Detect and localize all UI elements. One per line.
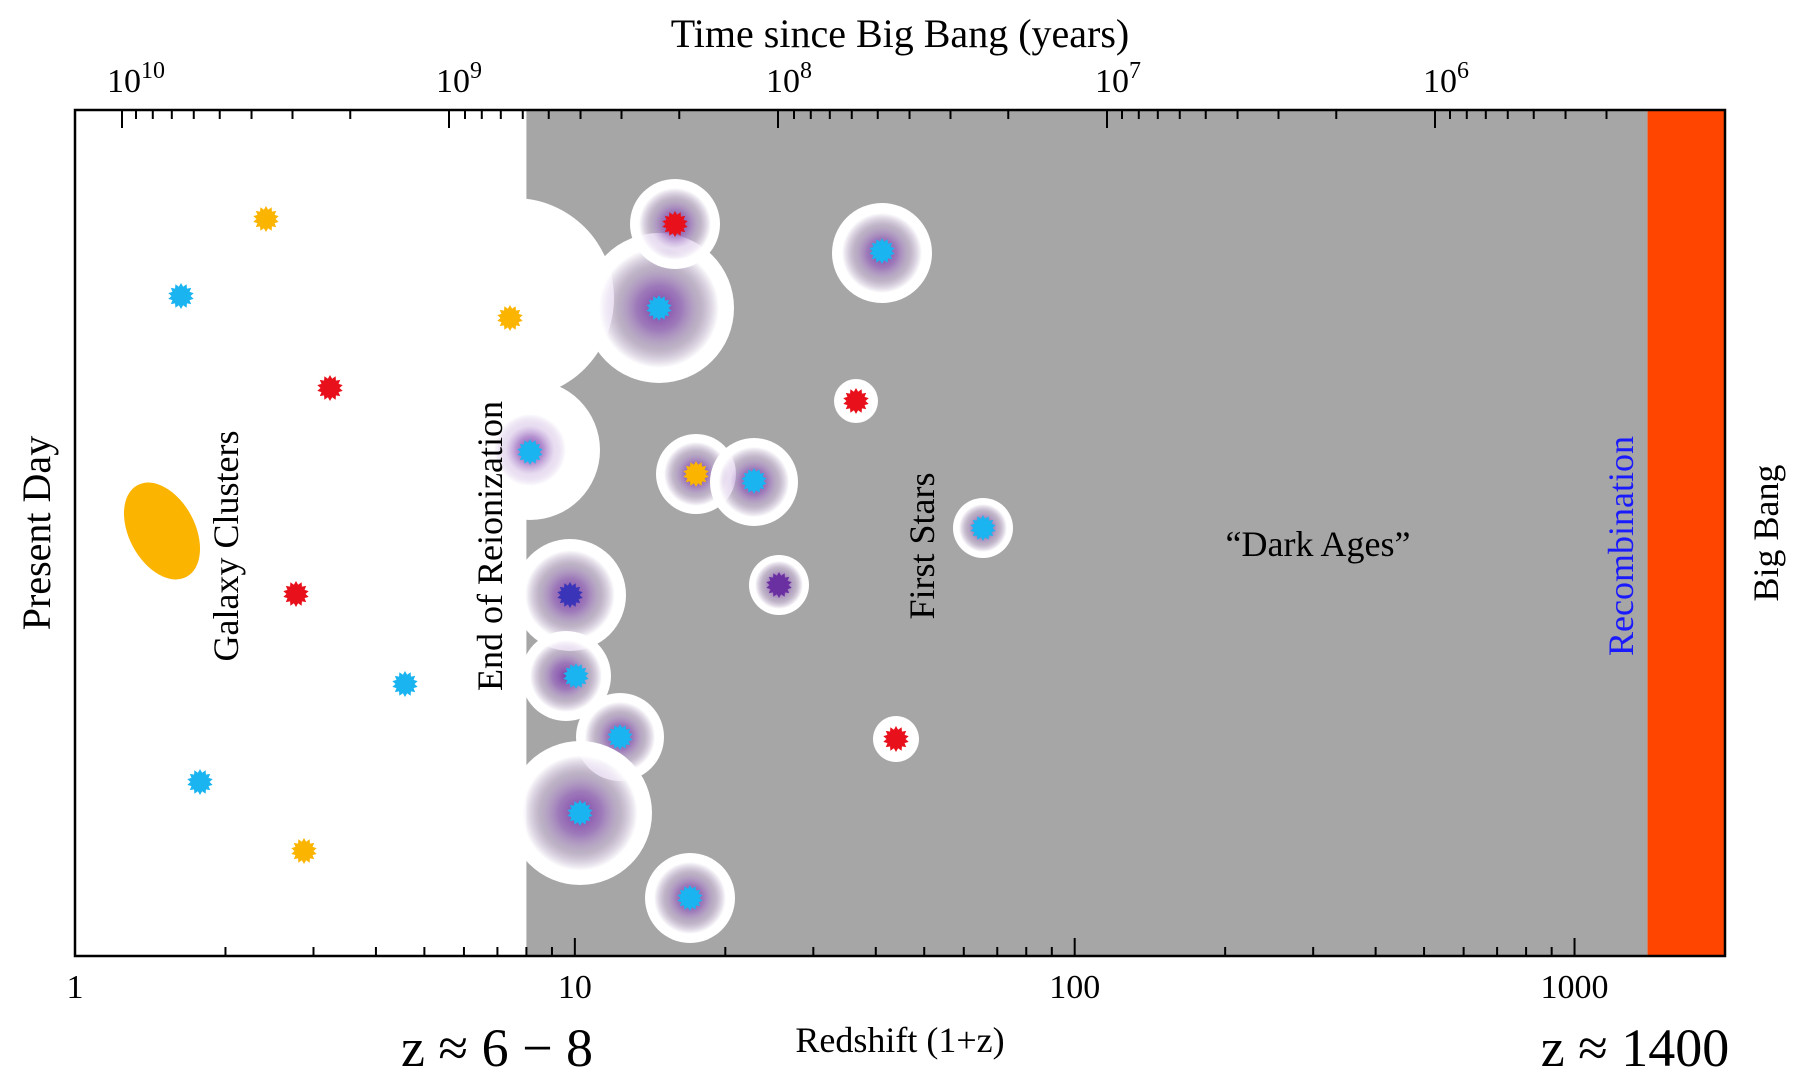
bottom-axis-tick-labels: 1 10 100 1000	[67, 969, 1609, 1006]
bottom-tick-label: 1000	[1541, 969, 1609, 1006]
star-icon	[557, 582, 583, 608]
star-icon	[567, 800, 593, 826]
star-icon	[683, 461, 709, 487]
ionized-bubble	[521, 631, 611, 721]
top-tick-label: 106	[1423, 58, 1469, 100]
star-icon	[970, 515, 996, 541]
star-icon	[843, 388, 869, 414]
top-axis-tick-labels: 1010 109 108 107 106	[107, 58, 1469, 100]
dark-ages-region	[526, 110, 1648, 956]
star-icon	[563, 663, 589, 689]
star-icon	[187, 769, 213, 795]
plot-frame	[73, 108, 1727, 958]
star-icon	[497, 305, 523, 331]
stars-layer	[168, 206, 996, 911]
star-icon	[607, 724, 633, 750]
star-icon	[677, 885, 703, 911]
ionized-bubble	[414, 198, 614, 398]
first-stars-label: First Stars	[902, 472, 942, 619]
star-icon	[253, 206, 279, 232]
star-icon	[517, 439, 543, 465]
recombination-label: Recombination	[1601, 436, 1641, 656]
bottom-axis-title: Redshift (1+z)	[795, 1020, 1004, 1060]
top-tick-label: 108	[766, 58, 812, 100]
left-redshift-equation: z ≈ 6 − 8	[401, 1018, 593, 1076]
big-bang-region	[1647, 110, 1725, 956]
axis-ticks	[74, 110, 1726, 956]
bottom-tick-label: 100	[1049, 969, 1100, 1006]
top-axis-title: Time since Big Bang (years)	[671, 11, 1129, 56]
star-icon	[646, 295, 672, 321]
star-icon	[168, 283, 194, 309]
galaxy-cluster-icon	[123, 482, 201, 580]
star-icon	[283, 581, 309, 607]
right-redshift-equation: z ≈ 1400	[1541, 1018, 1730, 1076]
star-icon	[741, 468, 767, 494]
star-icon	[317, 375, 343, 401]
top-tick-label: 107	[1095, 58, 1141, 100]
big-bang-label: Big Bang	[1746, 464, 1786, 601]
star-icon	[766, 572, 792, 598]
star-icon	[869, 238, 895, 264]
star-icon	[291, 838, 317, 864]
top-tick-label: 1010	[107, 58, 165, 100]
star-icon	[662, 211, 688, 237]
present-day-label: Present Day	[14, 436, 59, 630]
star-icon	[883, 726, 909, 752]
galaxy-clusters-label: Galaxy Clusters	[206, 431, 246, 662]
ionized-bubbles	[414, 179, 1013, 943]
end-of-reionization-label: End of Reionization	[470, 401, 510, 691]
dark-ages-label: “Dark Ages”	[1226, 524, 1411, 564]
bottom-tick-label: 1	[67, 969, 84, 1006]
star-icon	[392, 671, 418, 697]
bottom-tick-label: 10	[558, 969, 592, 1006]
top-tick-label: 109	[436, 58, 482, 100]
